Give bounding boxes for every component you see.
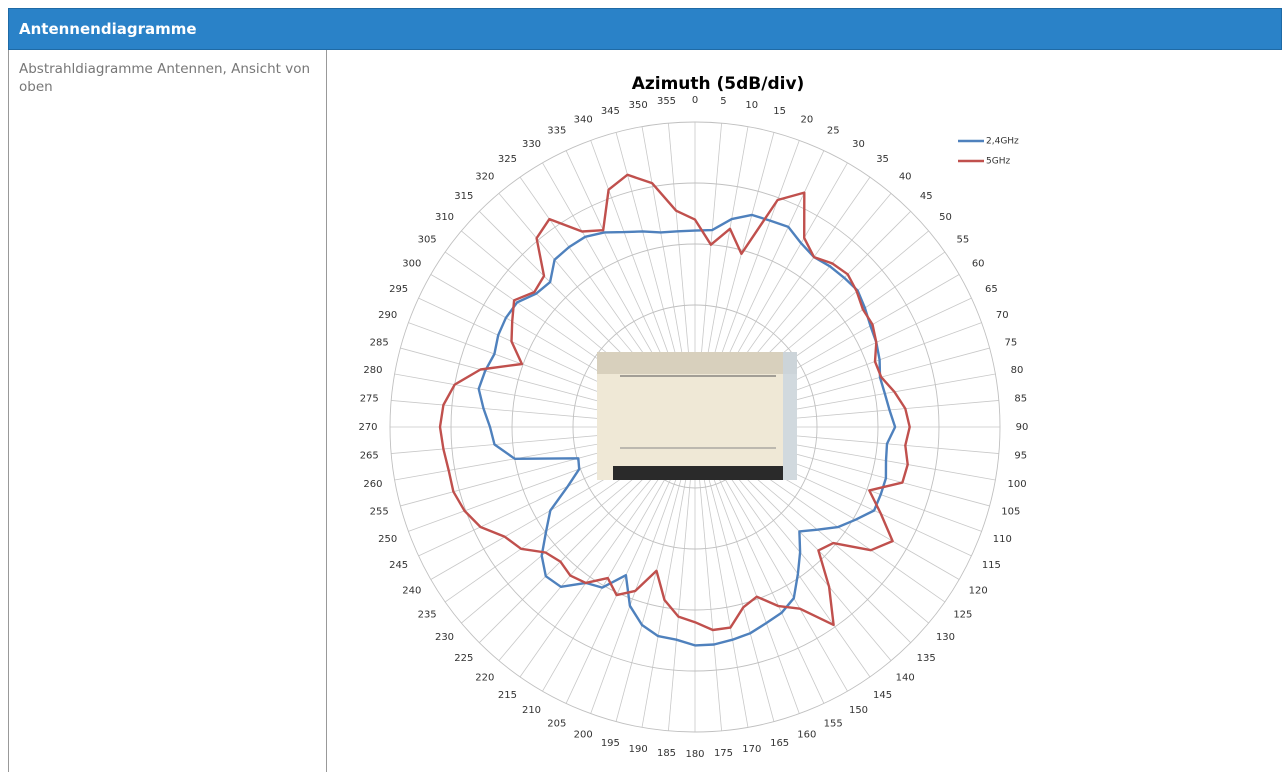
angle-label: 140 [896,672,915,683]
angle-label: 285 [370,337,389,348]
angle-label: 240 [402,586,421,597]
angle-label: 120 [969,586,988,597]
angle-label: 55 [956,234,969,245]
angle-label: 25 [827,126,840,137]
angle-label: 100 [1007,479,1026,490]
angle-label: 340 [574,115,593,126]
grid-ring [389,121,1001,733]
angle-label: 200 [574,729,593,740]
angle-label: 310 [435,212,454,223]
angle-label: 290 [378,310,397,321]
angle-label: 280 [363,365,382,376]
series-line [438,173,911,632]
device-base [613,466,783,480]
angle-label: 300 [402,259,421,270]
angle-label: 30 [852,139,865,150]
legend-label: 2,4GHz [986,137,1019,147]
device-side [783,352,797,480]
angle-label: 330 [522,139,541,150]
angle-label: 95 [1014,450,1027,461]
angle-label: 85 [1014,394,1027,405]
grid-ring [511,243,879,611]
angle-label: 130 [936,632,955,643]
angle-label: 270 [358,422,377,433]
angle-label: 135 [917,653,936,664]
angle-label: 60 [972,259,985,270]
angle-label: 315 [454,191,473,202]
angle-label: 350 [629,100,648,111]
angle-label: 110 [993,534,1012,545]
angle-label: 220 [475,672,494,683]
angle-label: 70 [996,310,1009,321]
device-top [597,352,797,374]
angle-label: 35 [876,154,889,165]
angle-label: 125 [953,610,972,621]
angle-label: 335 [547,126,566,137]
angle-label: 225 [454,653,473,664]
angle-label: 210 [522,705,541,716]
angle-label: 355 [657,96,676,107]
section-header: Antennendiagramme [8,8,1282,50]
angle-label: 75 [1004,337,1017,348]
angle-label: 160 [797,729,816,740]
angle-label: 295 [389,284,408,295]
angle-label: 230 [435,632,454,643]
angle-label: 115 [982,560,1001,571]
angle-label: 325 [498,154,517,165]
chart-title: Azimuth (5dB/div) [632,74,805,94]
angle-label: 345 [601,106,620,117]
angle-label: 90 [1016,422,1029,433]
angle-label: 320 [475,172,494,183]
angle-label: 20 [800,115,813,126]
angle-label: 305 [418,234,437,245]
angle-label: 235 [418,610,437,621]
angle-label: 105 [1001,507,1020,518]
cell-text: Abstrahldiagramme Antennen, Ansicht von … [8,50,327,772]
angle-label: 195 [601,738,620,749]
angle-label: 255 [370,507,389,518]
angle-label: 170 [742,744,761,755]
angle-label: 260 [363,479,382,490]
angle-label: 265 [360,450,379,461]
angle-label: 180 [685,749,704,760]
angle-label: 5 [720,96,726,107]
angle-label: 15 [773,106,786,117]
angle-label: 245 [389,560,408,571]
legend-label: 5GHz [986,157,1010,167]
angle-label: 145 [873,690,892,701]
angle-label: 40 [899,172,912,183]
angle-label: 155 [824,718,843,729]
angle-label: 150 [849,705,868,716]
grid-ring [450,182,940,672]
angle-label: 190 [629,744,648,755]
angle-label: 175 [714,748,733,759]
series-line [477,213,897,647]
angle-label: 215 [498,690,517,701]
angle-label: 165 [770,738,789,749]
angle-label: 275 [360,394,379,405]
angle-label: 205 [547,718,566,729]
angle-label: 10 [745,100,758,111]
angle-label: 250 [378,534,397,545]
angle-label: 65 [985,284,998,295]
angle-label: 185 [657,748,676,759]
grid-ring [572,304,818,550]
angle-label: 45 [920,191,933,202]
angle-label: 50 [939,212,952,223]
angle-label: 80 [1011,365,1024,376]
angle-label: 0 [692,95,698,106]
chart: Azimuth (5dB/div) 0 5 10 15 20 25 30 35 40 45 50 55… [358,74,1029,760]
